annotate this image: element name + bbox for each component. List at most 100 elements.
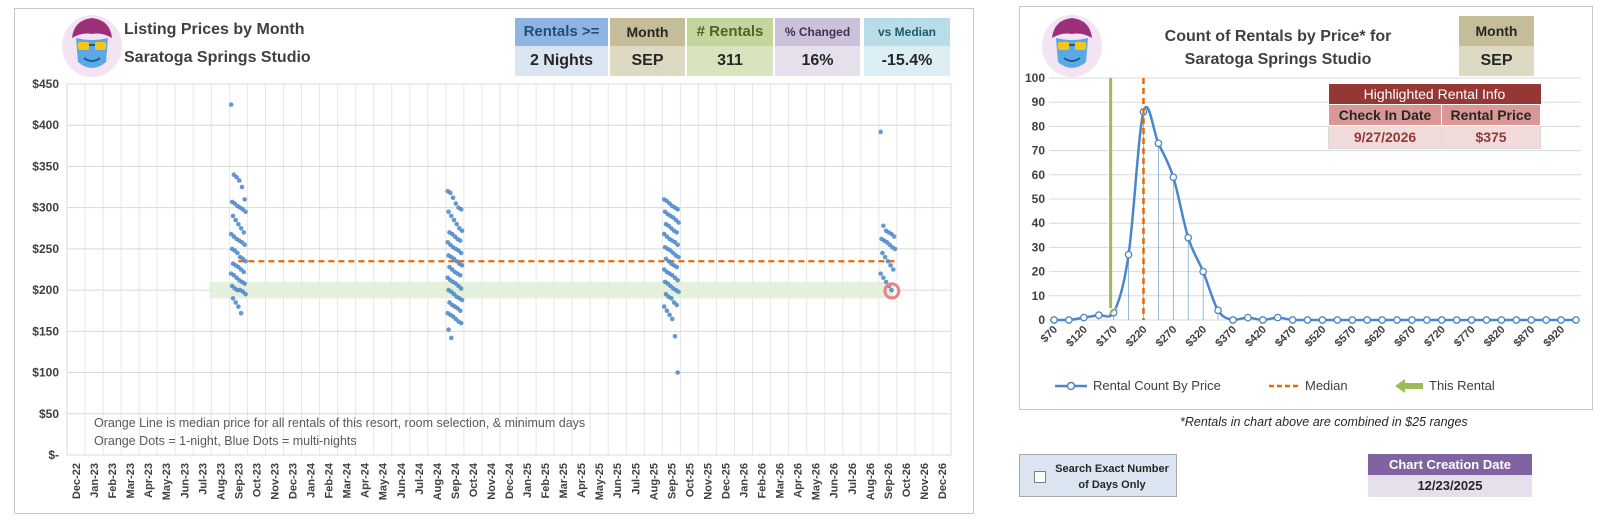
x-tick-label: Mar-23 (125, 463, 137, 498)
x-tick-label: Jul-26 (847, 463, 859, 495)
rental-point (450, 195, 456, 201)
rental-point (880, 250, 885, 256)
legend-rental-count: Rental Count By Price (1093, 378, 1221, 393)
rental-point (667, 312, 672, 318)
y-tick-label: $400 (32, 118, 59, 132)
x-tick-label: Jul-25 (630, 463, 642, 495)
y-axis-ticks: 0 10 20 30 40 50 60 70 80 90 100 (1025, 71, 1045, 327)
kpi-value: 2 Nights (515, 46, 608, 76)
y-tick-label: 50 (1032, 192, 1046, 206)
x-tick-label: Feb-25 (540, 463, 552, 498)
rental-point (241, 269, 247, 275)
kpi-rentals-min: Rentals >= 2 Nights (515, 18, 608, 76)
x-tick-label: Jun-25 (612, 463, 624, 498)
x-tick-label: Sep-24 (450, 462, 462, 499)
checkbox-label-line1: Search Exact Number (1055, 463, 1169, 475)
x-tick-label: Jun-23 (179, 463, 191, 498)
chart-creation-date-box: Chart Creation Date 12/23/2025 (1368, 454, 1532, 497)
x-tick-label: Dec-26 (937, 463, 949, 499)
rental-point (676, 220, 681, 225)
y-tick-label: 30 (1032, 240, 1046, 254)
rental-point (674, 230, 680, 235)
rental-count-point (1557, 316, 1565, 324)
x-tick-label: Jan-24 (306, 462, 318, 498)
rental-point (674, 302, 680, 308)
kpi-month: Month SEP (610, 18, 685, 76)
x-tick-label: $220 (1124, 324, 1150, 350)
kpi-label: Month (610, 18, 685, 46)
y-tick-label: $- (48, 448, 59, 462)
chart-legend: Rental Count By Price Median This Rental (1055, 378, 1495, 393)
y-tick-label: $250 (32, 242, 59, 256)
rental-point (236, 178, 242, 183)
rental-point (878, 271, 883, 276)
y-tick-label: 90 (1032, 95, 1046, 109)
scatter-points (228, 102, 898, 375)
rental-point (892, 246, 898, 252)
x-tick-label: Mar-25 (558, 463, 570, 498)
x-tick-label: Oct-23 (251, 463, 263, 497)
highlight-rental-price: $375 (1441, 125, 1541, 149)
x-tick-label: $370 (1213, 324, 1239, 350)
y-tick-label: $200 (32, 283, 59, 297)
rental-count-point (1079, 313, 1088, 322)
rental-point (239, 184, 245, 190)
x-tick-label: Jun-24 (396, 462, 408, 498)
rental-point (675, 207, 680, 212)
rental-point (230, 296, 236, 301)
rental-count-point (1229, 316, 1237, 324)
x-tick-label: Mar-24 (342, 462, 354, 498)
highlight-header: Highlighted Rental Info (1328, 84, 1541, 105)
mascot-logo (60, 12, 124, 78)
x-tick-label: Aug-26 (865, 463, 877, 500)
rental-count-point (1273, 313, 1282, 322)
rental-point (891, 234, 897, 239)
legend-this-rental: This Rental (1429, 378, 1495, 393)
exact-days-checkbox-control[interactable]: Search Exact Number of Days Only (1019, 454, 1177, 497)
exact-days-checkbox[interactable] (1034, 471, 1046, 483)
rental-point (676, 254, 681, 260)
rental-point (448, 190, 453, 196)
y-tick-label: $300 (32, 201, 59, 215)
x-tick-label: Nov-26 (919, 463, 931, 500)
x-tick-label: Apr-23 (143, 463, 155, 498)
y-tick-label: 40 (1032, 216, 1046, 230)
rental-point (881, 223, 886, 229)
x-tick-label: $820 (1482, 324, 1508, 350)
rental-count-point (1408, 316, 1416, 324)
rental-count-point (1348, 316, 1357, 324)
rental-point (242, 197, 247, 202)
rental-point (454, 221, 459, 227)
rental-count-point (1094, 311, 1103, 320)
y-axis-ticks: $- $50 $100 $150 $200 $250 $300 $350 $400 $450 (32, 77, 59, 462)
x-tick-label: $670 (1392, 324, 1418, 350)
x-tick-label: $520 (1303, 324, 1329, 350)
kpi-label: Rentals >= (515, 18, 608, 46)
x-tick-label: $270 (1154, 324, 1180, 350)
plot-area (66, 83, 952, 456)
rental-point (459, 263, 465, 268)
kpi-rental-count: # Rentals 311 (687, 18, 773, 76)
kpi-percent-changed: % Changed 16% (775, 18, 860, 76)
rental-count-point (1423, 316, 1431, 324)
rental-point (885, 258, 891, 264)
kpi-value: SEP (610, 46, 685, 76)
drop-lines (1083, 111, 1279, 320)
rental-point (675, 370, 680, 375)
x-tick-label: Dec-25 (720, 463, 732, 499)
x-tick-label: Oct-26 (901, 463, 913, 497)
footnote: *Rentals in chart above are combined in … (1180, 415, 1468, 429)
rental-point (236, 304, 241, 309)
x-tick-label: Aug-25 (648, 463, 660, 500)
highlight-col-date: Check In Date (1327, 104, 1443, 126)
highlighted-rental-table: Highlighted Rental Info Check In Date Re… (1327, 84, 1541, 149)
rental-point (458, 207, 464, 212)
x-tick-label: May-23 (161, 463, 173, 500)
rental-count-point (1214, 306, 1222, 315)
x-tick-label: Oct-25 (684, 463, 696, 497)
creation-label: Chart Creation Date (1368, 454, 1532, 475)
y-tick-label: 10 (1032, 289, 1046, 303)
x-tick-label: May-25 (594, 463, 606, 500)
rental-point (234, 174, 239, 180)
x-tick-label: Nov-25 (702, 463, 714, 500)
